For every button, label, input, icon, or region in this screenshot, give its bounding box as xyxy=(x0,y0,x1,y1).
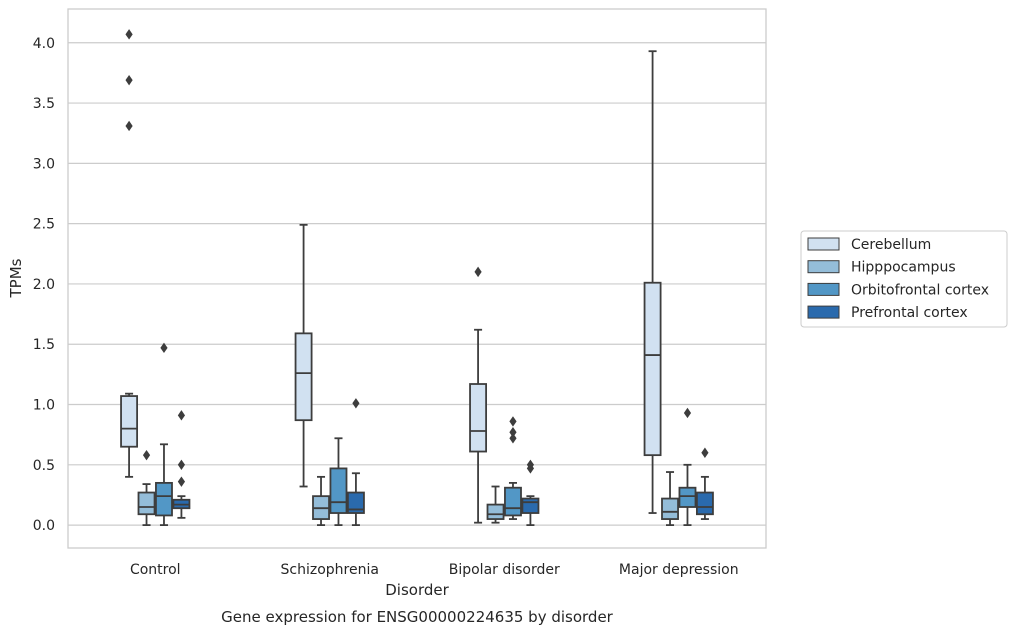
box-group xyxy=(346,398,365,526)
outlier-marker xyxy=(177,410,186,421)
outlier-marker xyxy=(177,476,186,487)
box-group xyxy=(695,447,714,520)
box-group xyxy=(294,223,313,488)
box-group xyxy=(172,410,191,519)
y-tick-label: 2.5 xyxy=(33,217,55,233)
box-iqr xyxy=(120,395,139,448)
outlier-marker xyxy=(683,407,692,419)
legend-frame xyxy=(800,230,1008,328)
outlier-marker xyxy=(125,29,133,40)
x-tick-label: Control xyxy=(130,562,181,578)
outlier-marker xyxy=(142,449,151,461)
box-group xyxy=(155,342,173,526)
chart-caption: Gene expression for ENSG00000224635 by d… xyxy=(221,608,614,626)
y-tick-label: 0.5 xyxy=(33,458,55,474)
y-tick-labels: 0.0 0.5 1.0 1.5 2.0 2.5 3.0 3.5 4.0 xyxy=(33,36,55,534)
outlier-marker xyxy=(509,427,517,438)
outlier-marker xyxy=(177,459,186,470)
x-tick-label: Schizophrenia xyxy=(281,562,379,578)
box-iqr xyxy=(504,486,522,517)
outlier-marker xyxy=(526,459,535,470)
box-group xyxy=(643,50,662,514)
box-iqr xyxy=(486,503,505,520)
box-group xyxy=(661,471,679,526)
y-tick-label: 3.5 xyxy=(33,96,55,112)
box-iqr xyxy=(155,481,173,517)
y-tick-label: 0.0 xyxy=(33,518,55,534)
x-tick-label: Major depression xyxy=(619,562,739,578)
outlier-marker xyxy=(509,416,517,427)
box-iqr xyxy=(678,486,697,508)
box-iqr xyxy=(469,383,488,453)
x-tick-label: Bipolar disorder xyxy=(449,562,560,578)
legend-swatch xyxy=(807,260,840,274)
outlier-marker xyxy=(474,266,482,278)
box-group xyxy=(137,449,156,526)
box-plot-layer xyxy=(120,29,714,526)
legend-swatch xyxy=(807,237,840,251)
outlier-marker xyxy=(701,447,709,458)
y-tick-label: 3.0 xyxy=(33,156,55,172)
legend-items: Cerebellum Hipppocampus Orbitofrontal cort… xyxy=(807,237,989,321)
y-tick-label: 1.5 xyxy=(33,337,55,353)
x-axis-label: Disorder xyxy=(385,581,449,599)
box-iqr xyxy=(521,497,540,514)
outlier-marker xyxy=(352,398,360,409)
outlier-marker xyxy=(125,74,133,86)
legend-label: Hipppocampus xyxy=(851,260,956,276)
outlier-marker xyxy=(125,120,133,132)
y-tick-label: 2.0 xyxy=(33,277,55,293)
box-iqr xyxy=(695,491,714,516)
box-group xyxy=(678,407,697,526)
legend: Cerebellum Hipppocampus Orbitofrontal cort… xyxy=(800,230,1008,328)
box-group xyxy=(469,266,488,524)
box-group xyxy=(486,485,505,524)
legend-label: Prefrontal cortex xyxy=(851,305,968,321)
legend-label: Cerebellum xyxy=(851,237,931,253)
box-group xyxy=(312,475,330,526)
outlier-marker xyxy=(509,433,517,444)
box-iqr xyxy=(137,491,156,516)
box-iqr xyxy=(643,281,662,457)
box-group xyxy=(521,459,540,526)
y-tick-label: 1.0 xyxy=(33,398,55,414)
box-iqr xyxy=(346,491,365,514)
x-tick-labels: Control Schizophrenia Bipolar disorder Majo… xyxy=(130,562,739,578)
box-group xyxy=(504,416,522,520)
outlier-marker xyxy=(160,342,168,354)
legend-label: Orbitofrontal cortex xyxy=(851,282,989,298)
box-iqr xyxy=(294,332,313,422)
legend-swatch xyxy=(807,282,840,296)
plot-area-frame xyxy=(67,8,767,549)
box-iqr xyxy=(329,467,348,514)
box-iqr xyxy=(661,497,679,520)
y-axis-label: TPMs xyxy=(7,258,25,298)
y-tick-label: 4.0 xyxy=(33,36,55,52)
box-group xyxy=(329,437,348,526)
box-group xyxy=(120,29,139,478)
legend-swatch xyxy=(807,305,840,319)
